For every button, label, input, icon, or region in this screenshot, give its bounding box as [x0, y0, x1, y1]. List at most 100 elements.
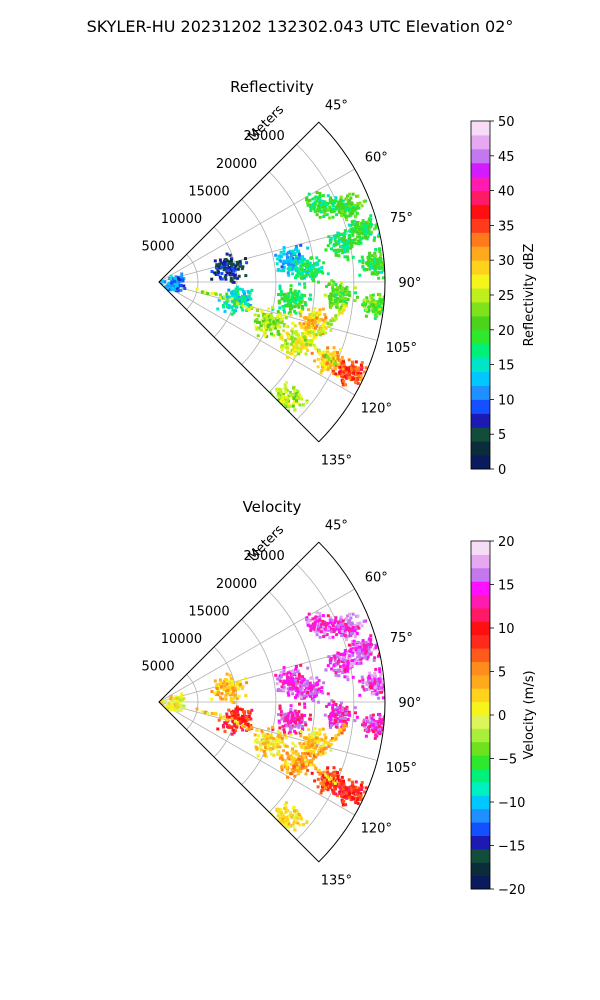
echo-gate — [274, 742, 278, 746]
echo-gate — [333, 201, 337, 205]
echo-gate — [366, 306, 370, 310]
echo-gate — [333, 715, 337, 719]
echo-gate — [335, 302, 339, 306]
echo-gate — [388, 686, 391, 689]
echo-gate — [173, 705, 177, 708]
echo-gate — [307, 687, 311, 691]
echo-gate — [355, 715, 359, 719]
echo-gate — [241, 294, 244, 298]
echo-gate — [285, 765, 289, 769]
echo-gate — [378, 680, 382, 684]
echo-gate — [359, 792, 363, 796]
echo-gate — [347, 643, 351, 647]
echo-gate — [360, 368, 364, 372]
echo-gate — [317, 687, 321, 691]
echo-gate — [279, 399, 283, 403]
echo-gate — [172, 699, 176, 703]
echo-gate — [291, 293, 295, 297]
echo-gate — [352, 228, 356, 232]
echo-gate — [343, 675, 347, 679]
echo-gate — [373, 251, 377, 255]
echo-gate — [366, 719, 370, 723]
echo-gate — [313, 271, 317, 275]
echo-gate — [269, 734, 273, 738]
echo-gate — [227, 288, 231, 292]
echo-gate — [231, 272, 235, 276]
echo-gate — [241, 308, 245, 312]
echo-gate — [234, 707, 238, 711]
echo-gate — [318, 215, 322, 219]
echo-gate — [331, 354, 334, 358]
echo-gate — [315, 261, 319, 265]
echo-gate — [267, 315, 270, 318]
echo-field — [159, 611, 391, 833]
echo-gate — [340, 248, 344, 252]
echo-gate — [273, 399, 277, 403]
echo-gate — [335, 296, 339, 300]
echo-gate — [249, 305, 253, 309]
colorbar-segment — [471, 755, 490, 770]
echo-gate — [275, 823, 279, 826]
echo-gate — [293, 716, 296, 720]
echo-gate — [315, 268, 319, 272]
echo-gate — [234, 287, 238, 291]
echo-gate — [292, 389, 296, 393]
echo-gate — [280, 345, 284, 349]
echo-gate — [329, 726, 332, 729]
echo-gate — [229, 257, 233, 261]
echo-gate — [340, 781, 344, 785]
echo-gate — [309, 208, 313, 212]
echo-gate — [368, 261, 372, 265]
echo-gate — [302, 403, 306, 406]
echo-gate — [334, 253, 338, 257]
echo-gate — [362, 224, 366, 228]
colorbar-segment — [471, 413, 490, 428]
echo-gate — [359, 363, 363, 367]
echo-gate — [281, 394, 285, 398]
echo-gate — [368, 265, 372, 269]
echo-gate — [346, 255, 350, 259]
echo-gate — [356, 381, 360, 385]
echo-gate — [278, 726, 282, 730]
echo-gate — [220, 697, 224, 701]
echo-gate — [299, 717, 303, 720]
echo-gate — [286, 267, 290, 271]
echo-gate — [294, 255, 298, 259]
echo-gate — [176, 709, 180, 713]
echo-gate — [280, 316, 284, 320]
echo-gate — [345, 617, 349, 620]
echo-gate — [350, 201, 354, 205]
echo-gate — [296, 401, 300, 405]
echo-gate — [228, 271, 232, 275]
colorbar-segment — [471, 455, 490, 470]
echo-gate — [291, 670, 295, 673]
echo-gate — [285, 304, 289, 308]
echo-gate — [335, 288, 339, 292]
echo-gate — [294, 731, 298, 735]
echo-gate — [321, 750, 325, 753]
echo-gate — [314, 347, 318, 351]
echo-gate — [344, 292, 348, 296]
echo-gate — [277, 818, 281, 822]
echo-gate — [167, 704, 171, 708]
echo-gate — [318, 311, 321, 315]
echo-gate — [336, 774, 340, 778]
echo-gate — [228, 295, 232, 299]
echo-gate — [322, 624, 325, 628]
echo-gate — [331, 706, 335, 710]
echo-gate — [298, 321, 302, 325]
echo-gate — [345, 207, 349, 211]
echo-gate — [223, 687, 227, 691]
echo-cell — [330, 358, 369, 387]
echo-gate — [310, 319, 314, 323]
echo-gate — [290, 724, 294, 728]
echo-gate — [339, 299, 343, 303]
echo-gate — [390, 260, 393, 263]
echo-gate — [280, 336, 284, 340]
echo-gate — [296, 766, 299, 770]
echo-gate — [370, 223, 373, 227]
echo-gate — [345, 245, 349, 249]
echo-gate — [319, 210, 323, 214]
echo-cell — [210, 252, 249, 284]
echo-gate — [347, 710, 351, 714]
